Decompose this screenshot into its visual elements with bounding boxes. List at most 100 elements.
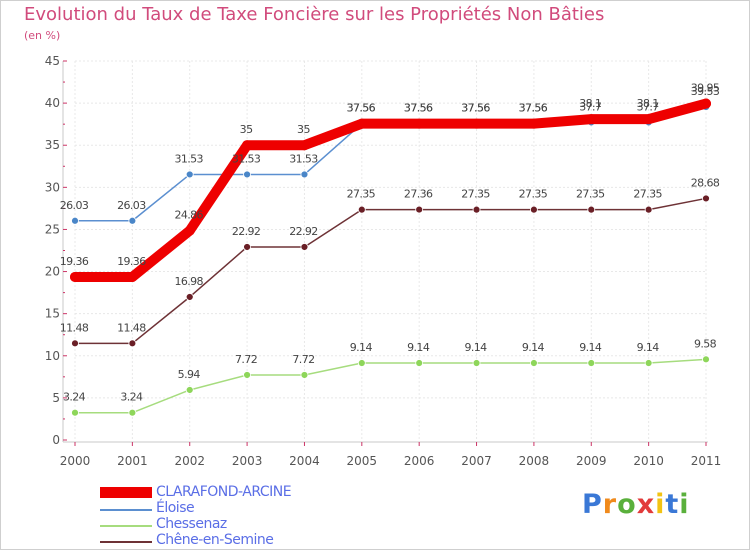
- series-line: [70, 98, 711, 282]
- data-label: 26.03: [60, 199, 89, 212]
- logo-letter: i: [655, 489, 666, 520]
- x-tick-label: 2002: [174, 454, 205, 468]
- data-label: 38.1: [579, 97, 601, 110]
- data-point: [587, 205, 596, 214]
- legend-label: CLARAFOND-ARCINE: [156, 484, 292, 500]
- data-point: [528, 118, 539, 129]
- y-unit-label: (en %): [24, 29, 61, 42]
- x-tick-label: 2009: [576, 454, 607, 468]
- data-label: 37.56: [404, 102, 433, 115]
- data-label: 9.14: [637, 341, 660, 354]
- data-point: [414, 118, 425, 129]
- data-label: 7.72: [292, 353, 314, 366]
- data-point: [71, 408, 79, 417]
- x-tick-label: 2007: [461, 454, 492, 468]
- data-label: 37.56: [519, 102, 548, 115]
- data-point: [128, 339, 137, 348]
- data-label: 9.14: [464, 341, 487, 354]
- data-point: [587, 359, 596, 367]
- legend-label: Chêne-en-Semine: [156, 532, 274, 548]
- data-label: 9.14: [579, 341, 602, 354]
- legend-swatch: [100, 509, 152, 511]
- data-point: [530, 205, 538, 214]
- data-label: 37.56: [347, 102, 376, 115]
- data-point: [586, 114, 597, 125]
- data-label: 37.56: [461, 102, 490, 115]
- data-point: [185, 293, 194, 301]
- x-tick-label: 2008: [519, 454, 550, 468]
- x-tick-label: 2003: [232, 454, 263, 468]
- data-label: 35: [297, 123, 310, 136]
- data-label: 37.56: [404, 102, 433, 115]
- data-label: 16.98: [174, 275, 203, 288]
- data-point: [300, 371, 309, 379]
- data-label: 27.35: [461, 188, 490, 201]
- data-label: 9.14: [522, 341, 545, 354]
- logo-letter: P: [582, 489, 603, 520]
- data-label: 7.72: [235, 353, 257, 366]
- data-point: [71, 339, 79, 348]
- data-point: [415, 359, 424, 367]
- data-label: 37.56: [519, 102, 548, 115]
- data-label: 31.53: [289, 152, 318, 165]
- data-label: 11.48: [60, 321, 89, 334]
- data-point: [128, 216, 137, 225]
- data-point: [702, 194, 710, 203]
- data-point: [702, 355, 710, 364]
- data-label: 38.1: [637, 97, 659, 110]
- data-label: 19.36: [117, 255, 146, 268]
- data-point: [128, 408, 137, 417]
- data-label: 31.53: [174, 152, 203, 165]
- data-label: 26.03: [117, 199, 146, 212]
- data-label: 3.24: [120, 391, 143, 404]
- proxiti-logo: Proxiti: [582, 489, 690, 520]
- data-point: [184, 225, 195, 236]
- legend-swatch: [100, 487, 152, 498]
- data-label: 27.35: [633, 188, 662, 201]
- data-label: 9.58: [694, 337, 717, 350]
- y-tick-label: 20: [45, 265, 60, 279]
- data-label: 37.56: [347, 102, 376, 115]
- data-point: [243, 371, 251, 379]
- data-label: 24.86: [174, 209, 203, 222]
- legend-swatch: [100, 541, 152, 543]
- data-point: [472, 205, 481, 214]
- chart-title: Evolution du Taux de Taxe Foncière sur l…: [24, 4, 605, 25]
- data-point: [415, 205, 424, 214]
- y-tick-label: 30: [45, 180, 60, 194]
- data-point: [471, 118, 482, 129]
- logo-letter: i: [679, 489, 690, 520]
- data-point: [127, 271, 138, 282]
- data-point: [300, 170, 309, 179]
- x-tick-label: 2010: [633, 454, 664, 468]
- data-point: [71, 216, 79, 225]
- data-label: 27.36: [404, 188, 433, 201]
- logo-letter: r: [602, 489, 618, 520]
- data-point: [530, 359, 538, 367]
- series-line: [74, 197, 707, 345]
- data-point: [643, 114, 654, 125]
- x-tick-label: 2011: [691, 454, 722, 468]
- data-label: 35: [240, 123, 253, 136]
- legend-label: Chessenaz: [156, 516, 227, 532]
- data-point: [701, 98, 711, 109]
- y-tick-label: 25: [45, 222, 60, 236]
- data-label: 3.24: [63, 391, 86, 404]
- data-point: [242, 140, 253, 151]
- data-label: 39.53: [691, 85, 720, 98]
- logo-letter: x: [636, 489, 656, 520]
- legend-swatch: [100, 525, 152, 527]
- x-tick-label: 2006: [404, 454, 435, 468]
- x-tick-label: 2005: [347, 454, 378, 468]
- y-tick-label: 40: [45, 96, 60, 110]
- data-point: [243, 170, 251, 179]
- x-tick-label: 2004: [289, 454, 320, 468]
- x-tick-label: 2000: [60, 454, 91, 468]
- data-label: 37.7: [579, 100, 602, 113]
- data-point: [644, 359, 653, 367]
- y-tick-label: 15: [45, 307, 60, 321]
- y-tick-label: 5: [52, 391, 60, 405]
- data-label: 5.94: [178, 368, 201, 381]
- data-label: 9.14: [407, 341, 430, 354]
